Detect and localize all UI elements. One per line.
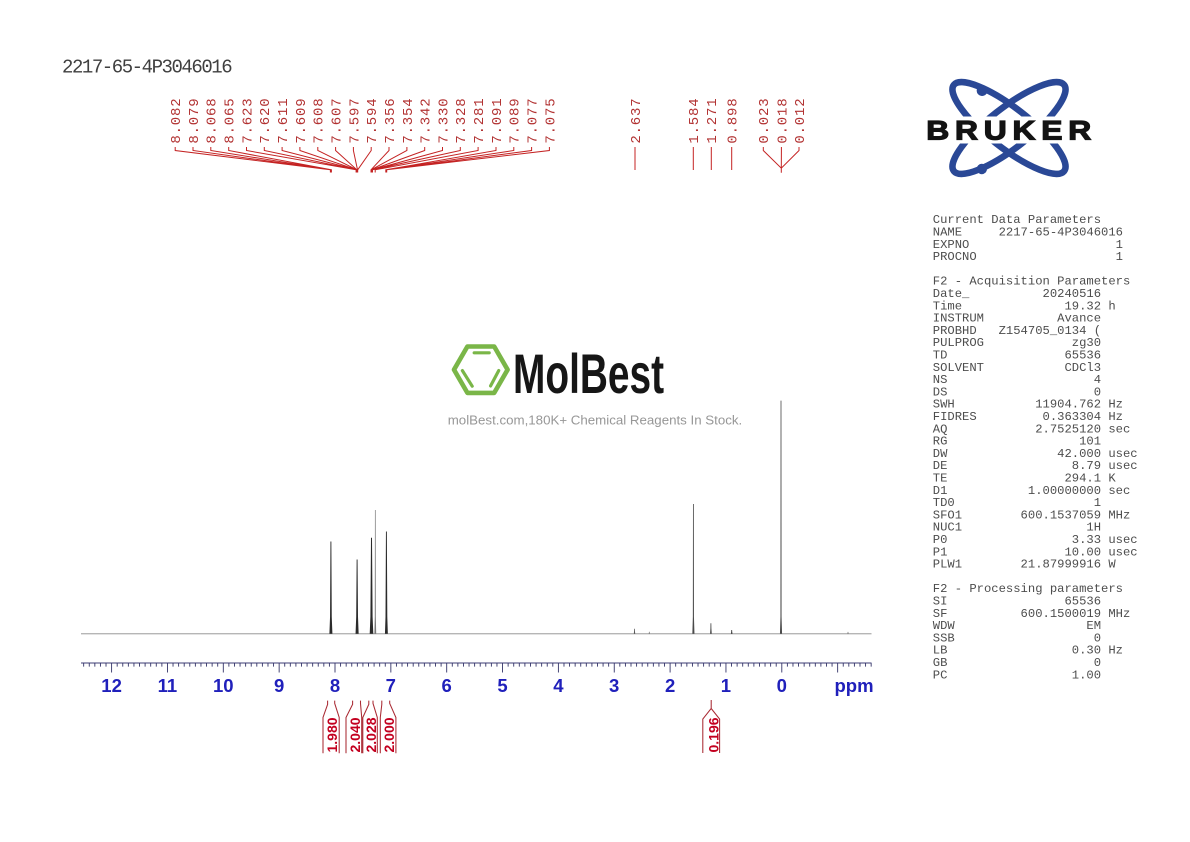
svg-text:12: 12 (101, 675, 122, 696)
svg-text:PROCNO 1: PROCNO 1 (933, 250, 1123, 264)
svg-text:7.075: 7.075 (543, 98, 559, 144)
svg-text:7.607: 7.607 (330, 98, 346, 144)
svg-text:7.089: 7.089 (508, 98, 524, 144)
svg-text:5: 5 (497, 675, 507, 696)
svg-text:F2 - Processing parameters: F2 - Processing parameters (933, 582, 1123, 596)
svg-text:SFO1 600.1537059 MHz: SFO1 600.1537059 MHz (933, 508, 1130, 522)
svg-text:1.584: 1.584 (687, 98, 703, 144)
svg-text:7.597: 7.597 (347, 98, 363, 144)
svg-text:Time 19.32 h: Time 19.32 h (933, 299, 1116, 313)
svg-text:PC 1.00: PC 1.00 (933, 668, 1101, 682)
svg-text:NUC1 1H: NUC1 1H (933, 521, 1101, 535)
svg-text:0.196: 0.196 (705, 717, 721, 752)
svg-text:7.611: 7.611 (276, 98, 292, 144)
svg-text:1: 1 (721, 675, 731, 696)
svg-text:6: 6 (442, 675, 452, 696)
svg-text:molBest.com,180K+ Chemical Rea: molBest.com,180K+ Chemical Reagents In S… (448, 412, 743, 427)
svg-text:7.077: 7.077 (526, 98, 542, 144)
svg-text:7.620: 7.620 (258, 98, 274, 144)
svg-text:D1 1.00000000 sec: D1 1.00000000 sec (933, 484, 1130, 498)
svg-text:0.012: 0.012 (793, 98, 809, 144)
svg-text:8.068: 8.068 (205, 98, 221, 144)
svg-text:7.608: 7.608 (312, 98, 328, 144)
svg-text:7.328: 7.328 (454, 98, 470, 144)
svg-text:NS 4: NS 4 (933, 373, 1101, 387)
svg-text:TD0 1: TD0 1 (933, 496, 1101, 510)
svg-text:F2 - Acquisition Parameters: F2 - Acquisition Parameters (933, 275, 1130, 289)
svg-text:Current Data Parameters: Current Data Parameters (933, 213, 1101, 227)
svg-text:SWH 11904.762 Hz: SWH 11904.762 Hz (933, 398, 1123, 412)
svg-text:P1 10.00 usec: P1 10.00 usec (933, 545, 1138, 559)
svg-text:SI 65536: SI 65536 (933, 595, 1101, 609)
svg-text:8.082: 8.082 (169, 98, 185, 144)
svg-text:ppm: ppm (834, 675, 873, 696)
svg-text:0.018: 0.018 (775, 98, 791, 144)
svg-text:P0 3.33 usec: P0 3.33 usec (933, 533, 1138, 547)
svg-text:LB 0.30 Hz: LB 0.30 Hz (933, 644, 1123, 658)
svg-text:PULPROG zg30: PULPROG zg30 (933, 336, 1101, 350)
svg-text:2.040: 2.040 (347, 717, 363, 752)
svg-text:SF 600.1500019 MHz: SF 600.1500019 MHz (933, 607, 1130, 621)
svg-text:0.023: 0.023 (757, 98, 773, 144)
svg-text:9: 9 (274, 675, 284, 696)
svg-text:NAME 2217-65-4P3046016: NAME 2217-65-4P3046016 (933, 226, 1123, 240)
svg-text:PLW1 21.87999916 W: PLW1 21.87999916 W (933, 558, 1117, 572)
svg-text:4: 4 (553, 675, 564, 696)
svg-text:1.980: 1.980 (324, 717, 340, 752)
svg-text:7.342: 7.342 (419, 98, 435, 144)
svg-text:2217-65-4P3046016: 2217-65-4P3046016 (62, 57, 232, 79)
svg-text:DW 42.000 usec: DW 42.000 usec (933, 447, 1138, 461)
svg-text:Date_ 20240516: Date_ 20240516 (933, 287, 1101, 301)
svg-text:7.354: 7.354 (401, 98, 417, 144)
svg-text:SOLVENT CDCl3: SOLVENT CDCl3 (933, 361, 1101, 375)
svg-text:8: 8 (330, 675, 340, 696)
svg-text:DS 0: DS 0 (933, 385, 1101, 399)
svg-text:AQ 2.7525120 sec: AQ 2.7525120 sec (933, 422, 1130, 436)
svg-text:2: 2 (665, 675, 675, 696)
svg-text:7.330: 7.330 (436, 98, 452, 144)
svg-text:7.594: 7.594 (365, 98, 381, 144)
svg-text:1.271: 1.271 (705, 98, 721, 144)
svg-text:3: 3 (609, 675, 619, 696)
svg-text:BRUKER: BRUKER (926, 117, 1097, 146)
svg-text:11: 11 (158, 675, 178, 696)
svg-text:7.356: 7.356 (383, 98, 399, 144)
svg-text:EXPNO 1: EXPNO 1 (933, 238, 1123, 252)
svg-text:RG 101: RG 101 (933, 435, 1101, 449)
svg-text:7: 7 (386, 675, 396, 696)
svg-text:MolBest: MolBest (513, 344, 664, 405)
svg-text:TD 65536: TD 65536 (933, 349, 1101, 363)
svg-text:2.028: 2.028 (363, 717, 379, 752)
svg-text:WDW EM: WDW EM (933, 619, 1101, 633)
svg-text:2.637: 2.637 (629, 98, 645, 144)
svg-text:SSB 0: SSB 0 (933, 631, 1101, 645)
svg-text:FIDRES 0.363304 Hz: FIDRES 0.363304 Hz (933, 410, 1123, 424)
svg-text:7.091: 7.091 (490, 98, 506, 144)
svg-text:DE 8.79 usec: DE 8.79 usec (933, 459, 1138, 473)
svg-text:10: 10 (213, 675, 234, 696)
svg-text:7.281: 7.281 (472, 98, 488, 144)
svg-text:8.079: 8.079 (187, 98, 203, 144)
svg-text:INSTRUM Avance: INSTRUM Avance (933, 312, 1101, 326)
svg-text:PROBHD Z154705_0134 (: PROBHD Z154705_0134 ( (933, 324, 1101, 338)
svg-text:TE 294.1 K: TE 294.1 K (933, 472, 1117, 486)
svg-text:7.609: 7.609 (294, 98, 310, 144)
svg-text:2.000: 2.000 (381, 717, 397, 752)
svg-text:0: 0 (777, 675, 787, 696)
svg-text:0.898: 0.898 (726, 98, 742, 144)
svg-text:7.623: 7.623 (240, 98, 256, 144)
svg-text:8.065: 8.065 (223, 98, 239, 144)
svg-text:GB 0: GB 0 (933, 656, 1101, 670)
